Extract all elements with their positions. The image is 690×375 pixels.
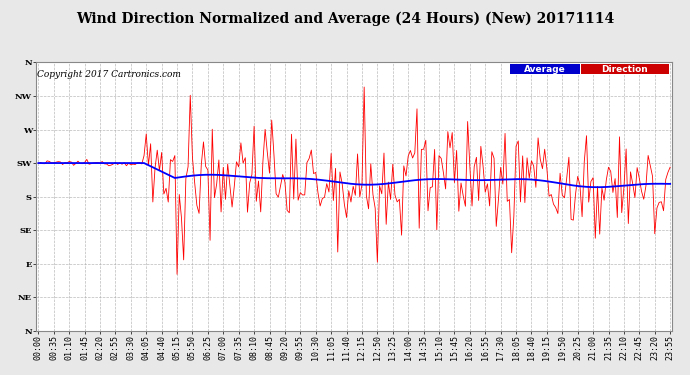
Text: Direction: Direction bbox=[601, 65, 648, 74]
FancyBboxPatch shape bbox=[581, 64, 669, 75]
Text: Wind Direction Normalized and Average (24 Hours) (New) 20171114: Wind Direction Normalized and Average (2… bbox=[76, 11, 614, 26]
Text: Copyright 2017 Cartronics.com: Copyright 2017 Cartronics.com bbox=[37, 70, 181, 80]
Text: Average: Average bbox=[524, 65, 566, 74]
FancyBboxPatch shape bbox=[510, 64, 580, 75]
